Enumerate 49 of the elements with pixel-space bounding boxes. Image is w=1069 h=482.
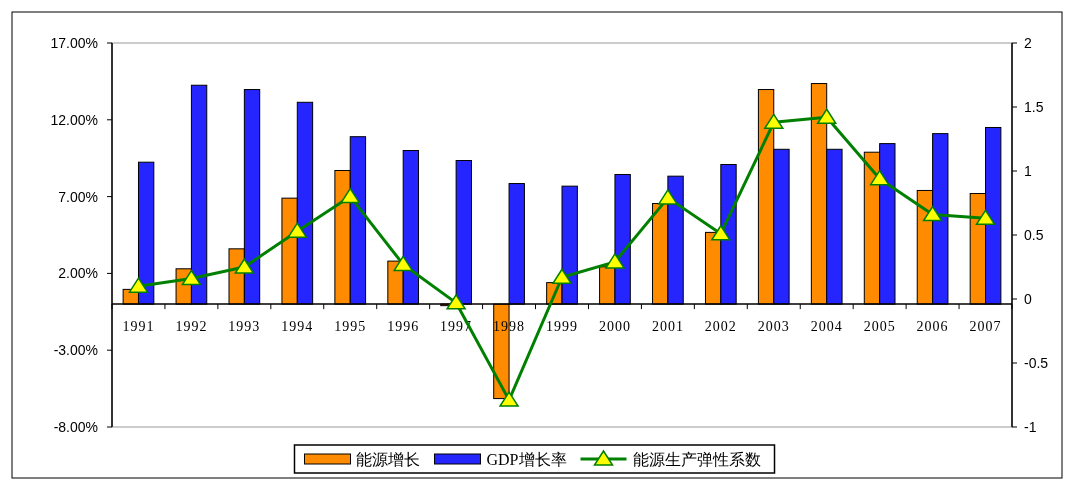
point: [658, 189, 678, 205]
point: [446, 294, 466, 310]
x-tick-label: 2004: [810, 319, 843, 335]
x-tick-label: 2003: [757, 319, 790, 335]
x-tick-label: 1999: [546, 319, 578, 335]
x-tick-label: 1992: [175, 319, 208, 335]
x-tick-label: 2001: [651, 319, 684, 335]
point: [499, 391, 519, 407]
point: [393, 255, 413, 272]
y2-tick-label: 0.5: [1024, 227, 1044, 243]
point: [234, 258, 255, 274]
point: [340, 187, 360, 204]
legend-label: 能源增长: [356, 451, 421, 468]
y2-tick-label: 1.5: [1024, 99, 1044, 115]
x-tick-label: 1996: [387, 319, 420, 335]
y2-tick-label: -1: [1024, 419, 1037, 435]
y2-tick-label: 0: [1024, 291, 1032, 307]
y-tick-label: -3.00%: [53, 342, 98, 359]
point: [975, 209, 996, 226]
y2-tick-label: 2: [1024, 35, 1032, 51]
x-tick-label: 1998: [493, 319, 526, 335]
point: [711, 224, 731, 241]
y2-tick-label: -0.5: [1024, 355, 1049, 371]
point: [816, 108, 837, 124]
x-tick-label: 1995: [334, 319, 367, 335]
legend-label: GDP增长率: [486, 451, 567, 468]
legend-label: 能源生产弹性系数: [632, 451, 761, 468]
x-tick-label: 1991: [122, 319, 155, 335]
point: [181, 269, 202, 286]
x-tick-label: 2005: [863, 319, 896, 335]
point: [128, 277, 149, 293]
point: [552, 268, 572, 284]
x-tick-label: 2000: [598, 319, 631, 335]
point: [605, 253, 625, 269]
y-tick-label: 17.00%: [50, 35, 98, 51]
y-tick-label: 7.00%: [58, 188, 98, 205]
point: [922, 205, 943, 222]
x-tick-label: 1994: [281, 319, 314, 335]
y-tick-label: 2.00%: [58, 265, 98, 282]
point: [764, 113, 784, 130]
x-tick-label: 2007: [969, 319, 1002, 335]
point: [287, 222, 308, 238]
y-tick-label: -8.00%: [53, 419, 98, 435]
point: [869, 169, 890, 186]
x-tick-label: 2006: [916, 319, 949, 335]
x-tick-label: 1993: [228, 319, 261, 335]
x-tick-label: 2002: [704, 319, 737, 335]
y-tick-label: 12.00%: [50, 111, 98, 128]
y2-tick-label: 1: [1024, 163, 1032, 179]
